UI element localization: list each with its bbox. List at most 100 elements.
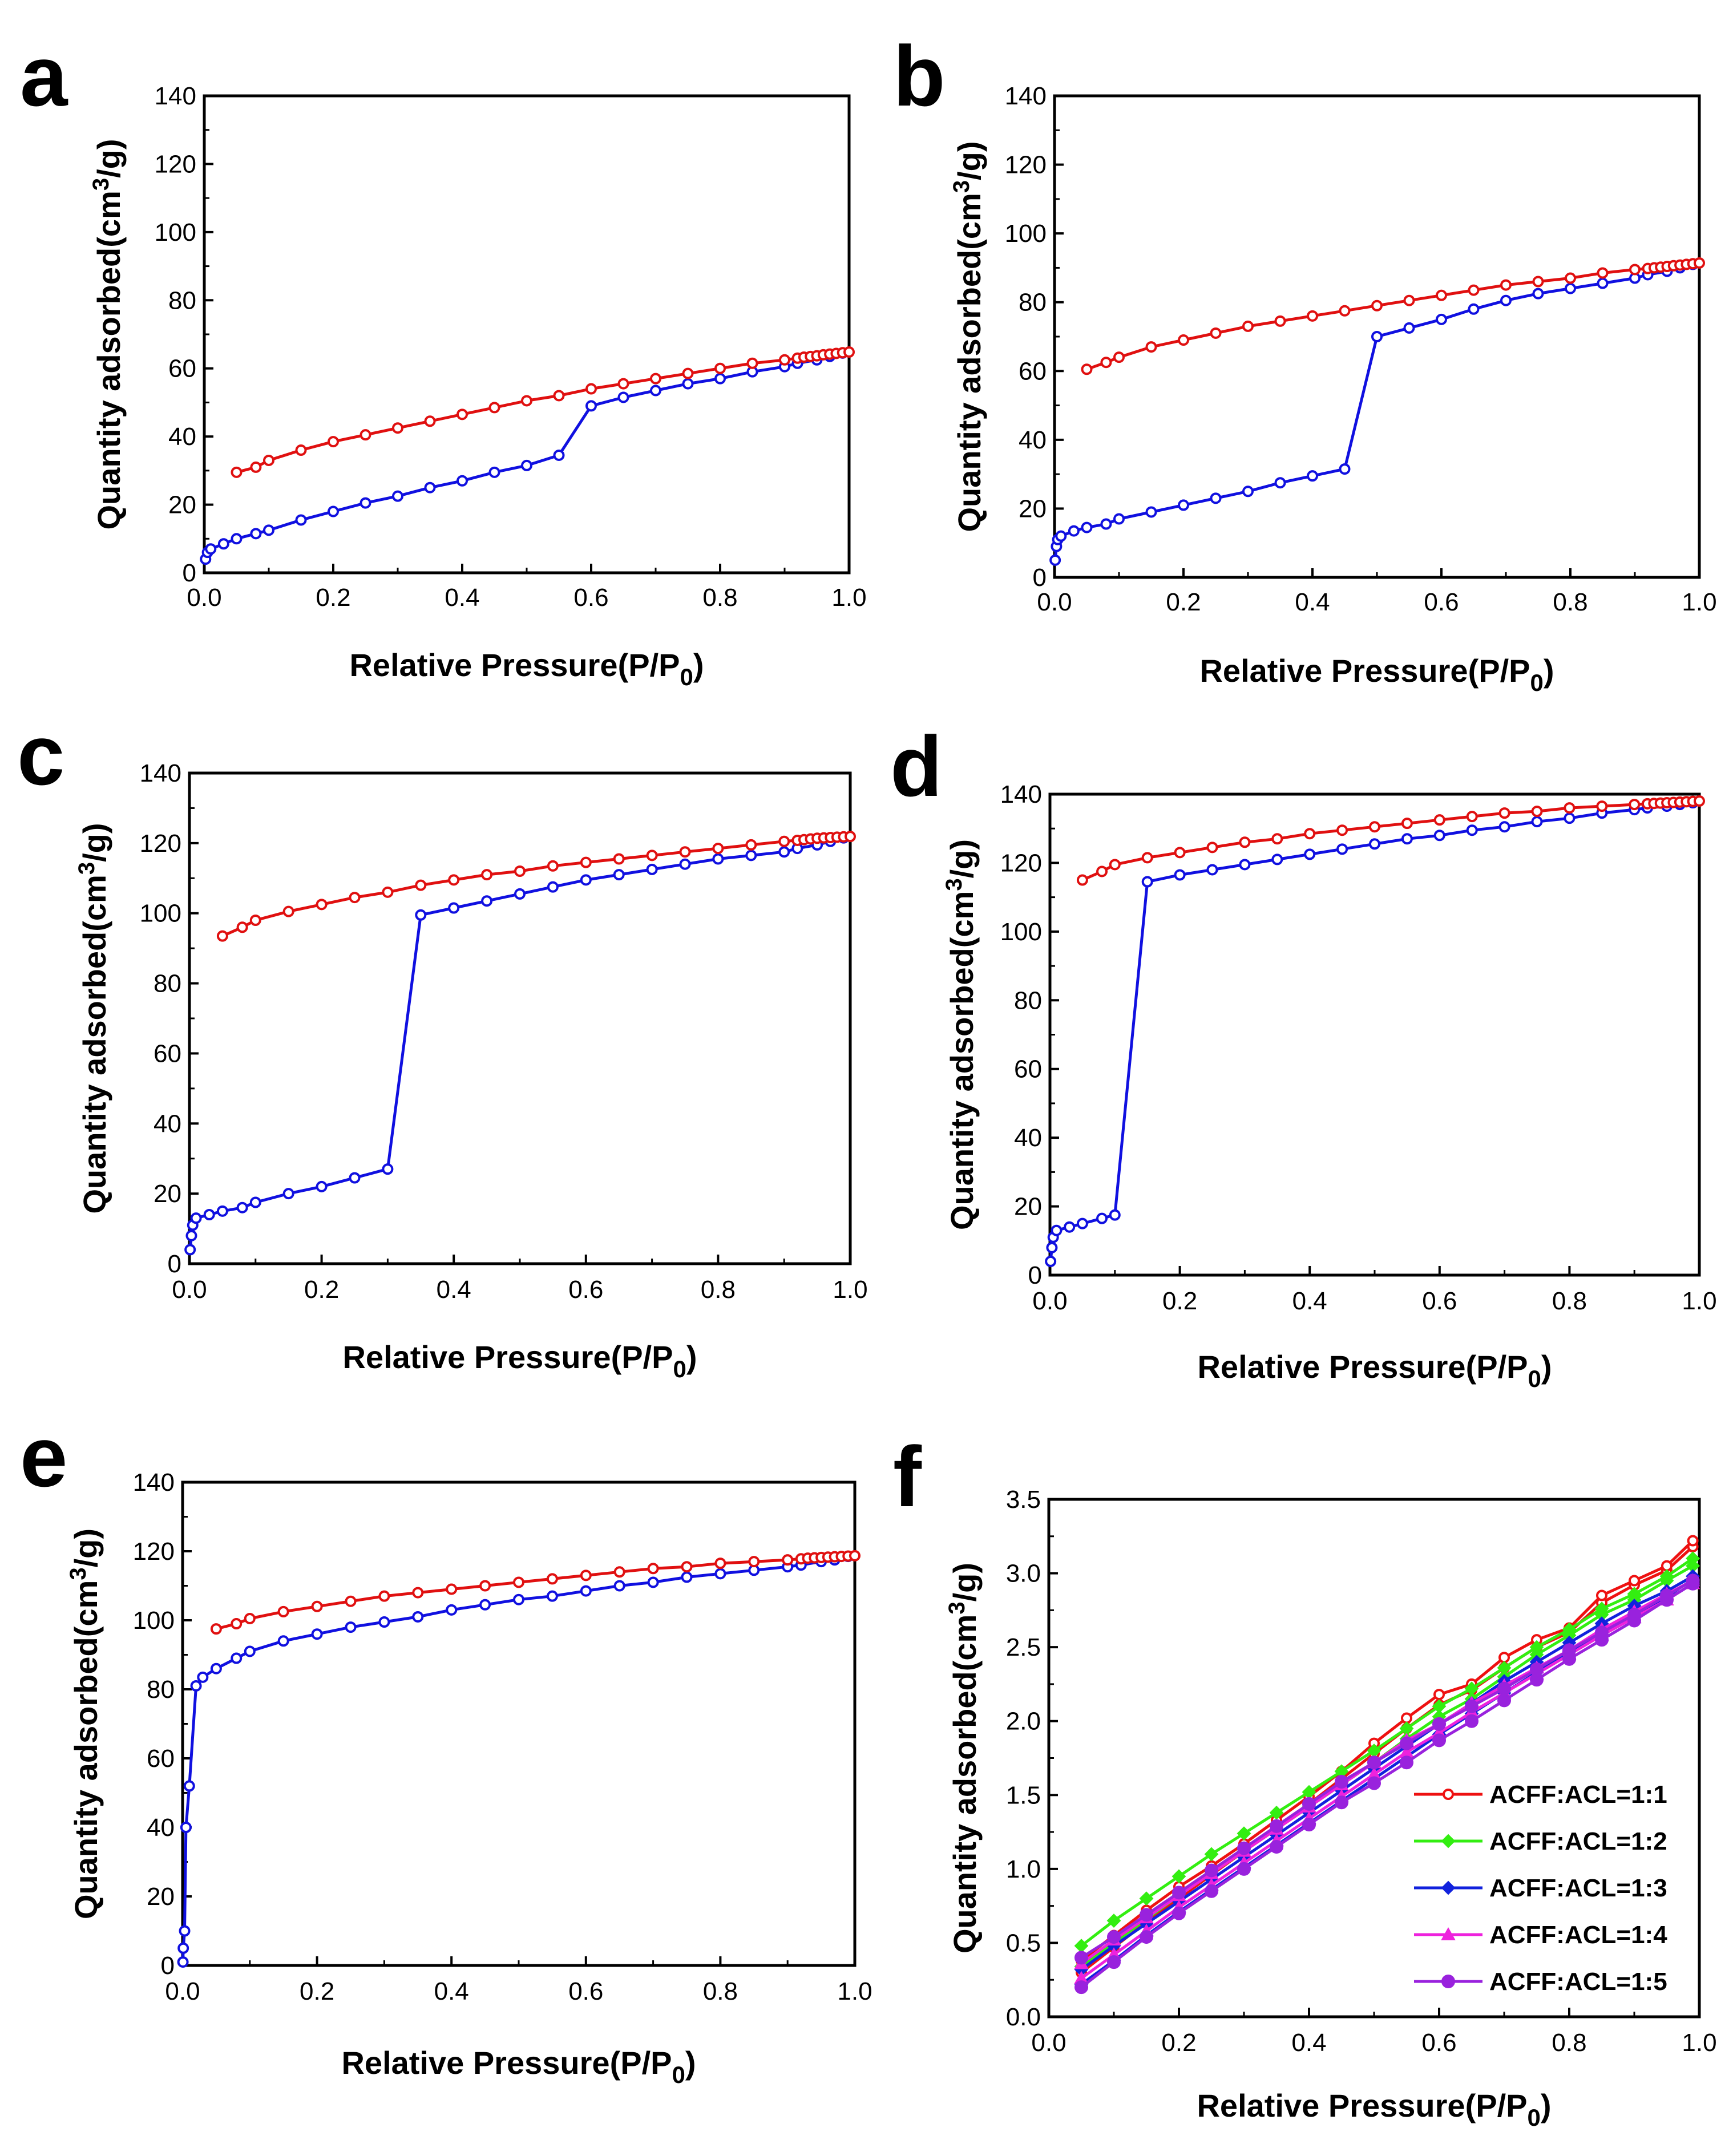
x-tick-label: 0.8 <box>703 1977 738 2005</box>
data-point <box>1369 821 1380 833</box>
y-tick-label: 20 <box>168 491 196 519</box>
data-point <box>650 373 661 385</box>
x-tick-label: 0.2 <box>1162 1287 1197 1315</box>
data-point <box>546 1590 558 1602</box>
legend-marker <box>1441 1975 1455 1988</box>
data-point <box>1076 874 1088 886</box>
data-point <box>1465 1714 1478 1728</box>
data-point <box>1564 812 1576 824</box>
data-point <box>244 1645 256 1657</box>
data-point <box>249 1196 261 1208</box>
data-point <box>553 390 565 402</box>
data-point <box>1432 1717 1446 1731</box>
x-axis-title: Relative Pressure(P/P0) <box>1199 653 1554 696</box>
data-point <box>1403 294 1415 306</box>
data-point <box>1400 1755 1413 1770</box>
y-axis-title-tail: /g) <box>91 139 127 178</box>
data-point <box>617 391 629 403</box>
y-axis-title-tail: /g) <box>68 1528 104 1567</box>
data-point <box>231 1618 243 1630</box>
data-point <box>184 1244 196 1256</box>
data-point <box>1466 811 1478 823</box>
y-tick-label: 2.5 <box>1006 1633 1041 1661</box>
data-point <box>1687 1535 1699 1547</box>
y-axis-title-units: (cm <box>951 193 987 250</box>
data-point <box>1206 864 1218 876</box>
data-point <box>679 846 691 858</box>
x-axis-title-subscript: 0 <box>673 1356 686 1382</box>
data-point <box>448 902 460 914</box>
data-point <box>1239 859 1251 871</box>
x-tick-label: 0.0 <box>187 584 221 612</box>
y-tick-label: 100 <box>155 219 196 246</box>
x-axis-title-close: ) <box>1541 1349 1552 1385</box>
x-axis-title-close: ) <box>1541 2088 1552 2123</box>
data-point <box>646 863 658 875</box>
data-point <box>210 1623 222 1635</box>
data-point <box>580 856 592 868</box>
data-point <box>446 1583 458 1595</box>
y-tick-label: 40 <box>153 1110 181 1138</box>
data-point <box>415 909 427 921</box>
x-axis-title-close: ) <box>1544 653 1554 689</box>
data-point <box>1686 1551 1700 1566</box>
data-point <box>1081 363 1093 375</box>
series-desorption <box>210 1550 861 1635</box>
data-point <box>479 1599 491 1611</box>
y-tick-label: 40 <box>1014 1124 1042 1152</box>
x-tick-label: 0.2 <box>304 1276 339 1304</box>
y-axis-title-units: (cm <box>944 891 980 948</box>
data-point <box>1371 300 1383 312</box>
data-point <box>681 1561 693 1573</box>
data-point <box>1113 513 1125 525</box>
data-point <box>180 1822 192 1833</box>
data-point <box>316 1180 328 1192</box>
data-point <box>1371 331 1383 342</box>
legend-label: ACFF:ACL=1:5 <box>1489 1968 1667 1996</box>
x-tick-label: 0.0 <box>1032 1287 1067 1315</box>
data-point <box>1237 1841 1251 1855</box>
series-desorption <box>231 346 855 478</box>
data-point <box>712 843 724 855</box>
data-point <box>1597 267 1609 279</box>
x-tick-label: 0.8 <box>701 1276 736 1304</box>
panel-e: e 0.0 0.2 0.4 0.6 0.8 1.0 0 20 40 60 80 100 120 140 Rel… <box>20 1409 872 2088</box>
data-point <box>1304 848 1316 860</box>
data-point <box>1694 257 1705 269</box>
data-point <box>849 1550 861 1562</box>
y-tick-label: 140 <box>1005 82 1047 110</box>
data-point <box>613 853 625 865</box>
data-point <box>177 1956 189 1968</box>
data-point <box>1302 1797 1316 1811</box>
data-point <box>546 1573 558 1585</box>
y-tick-label: 2.0 <box>1006 1708 1041 1736</box>
data-point <box>1660 1588 1674 1603</box>
y-tick-label: 120 <box>140 830 181 857</box>
data-point <box>647 1563 659 1575</box>
legend-label: ACFF:ACL=1:3 <box>1489 1874 1667 1902</box>
legend-label: ACFF:ACL=1:2 <box>1489 1827 1667 1855</box>
data-point <box>1594 1601 1609 1616</box>
data-point <box>1145 506 1157 518</box>
x-axis-title-main: Relative Pressure <box>341 2045 609 2081</box>
data-point <box>613 1580 625 1592</box>
y-axis-title-superscript: 3 <box>74 862 99 875</box>
data-point <box>1140 1930 1153 1944</box>
data-point <box>1096 865 1108 877</box>
x-tick-label: 0.6 <box>568 1977 603 2005</box>
data-point <box>1627 1608 1641 1622</box>
x-axis-title-main: Relative Pressure <box>342 1339 611 1375</box>
data-point <box>679 858 691 870</box>
data-point <box>613 1566 625 1578</box>
data-point <box>580 1585 592 1597</box>
data-point <box>647 1576 659 1588</box>
legend: ACFF:ACL=1:1 ACFF:ACL=1:2 ACFF:ACL=1:3 ACFF… <box>1414 1781 1667 1996</box>
data-point <box>277 1605 289 1617</box>
y-axis-title-superscript: 3 <box>949 180 974 193</box>
data-point <box>1432 1733 1446 1748</box>
y-tick-label: 60 <box>153 1039 181 1067</box>
data-point <box>514 865 526 877</box>
x-tick-label: 0.4 <box>1295 588 1330 616</box>
data-point <box>481 869 493 881</box>
